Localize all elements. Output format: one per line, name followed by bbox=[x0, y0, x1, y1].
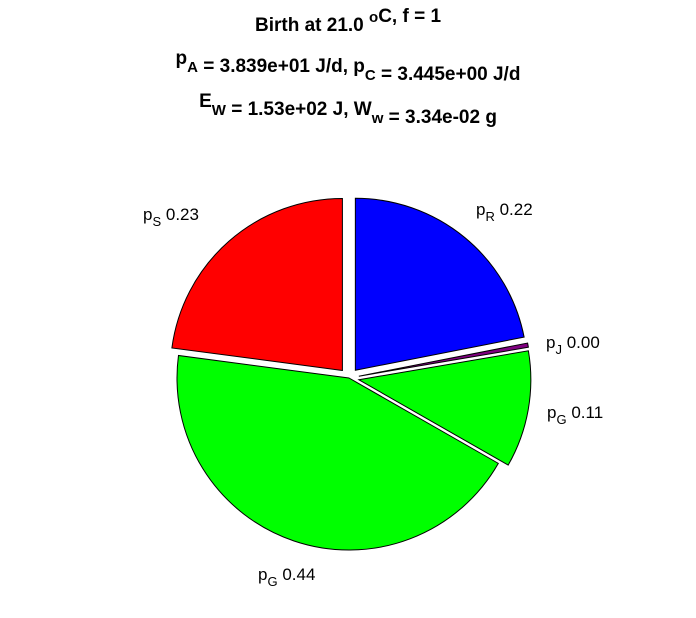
wedge-pr-0 bbox=[354, 197, 525, 371]
slice-label-pg-3: pG 0.44 bbox=[258, 565, 315, 589]
wedge-pg-2 bbox=[357, 350, 532, 466]
wedge-pg-3 bbox=[176, 354, 499, 551]
wedge-pj-1 bbox=[358, 342, 529, 377]
title-line-3: EW = 1.53e+02 J, Ww = 3.34e-02 g bbox=[199, 91, 497, 128]
wedge-ps-4 bbox=[171, 197, 343, 372]
slice-label-pj-1: pJ 0.00 bbox=[546, 333, 600, 357]
slice-labels: pR 0.22 pJ 0.00 pG 0.11 pG 0.44 pS 0.23 bbox=[143, 200, 603, 589]
slice-label-pg-2: pG 0.11 bbox=[547, 403, 603, 427]
title-line-2: pA = 3.839e+01 J/d, pC = 3.445e+00 J/d bbox=[176, 48, 521, 85]
pie-wedges bbox=[171, 197, 532, 551]
slice-label-pr-0: pR 0.22 bbox=[476, 200, 533, 224]
title-line-1: Birth at 21.0 oC, f = 1 bbox=[255, 6, 441, 36]
chart-title: Birth at 21.0 oC, f = 1 pA = 3.839e+01 J/… bbox=[176, 6, 521, 128]
slice-label-ps-4: pS 0.23 bbox=[143, 205, 199, 229]
